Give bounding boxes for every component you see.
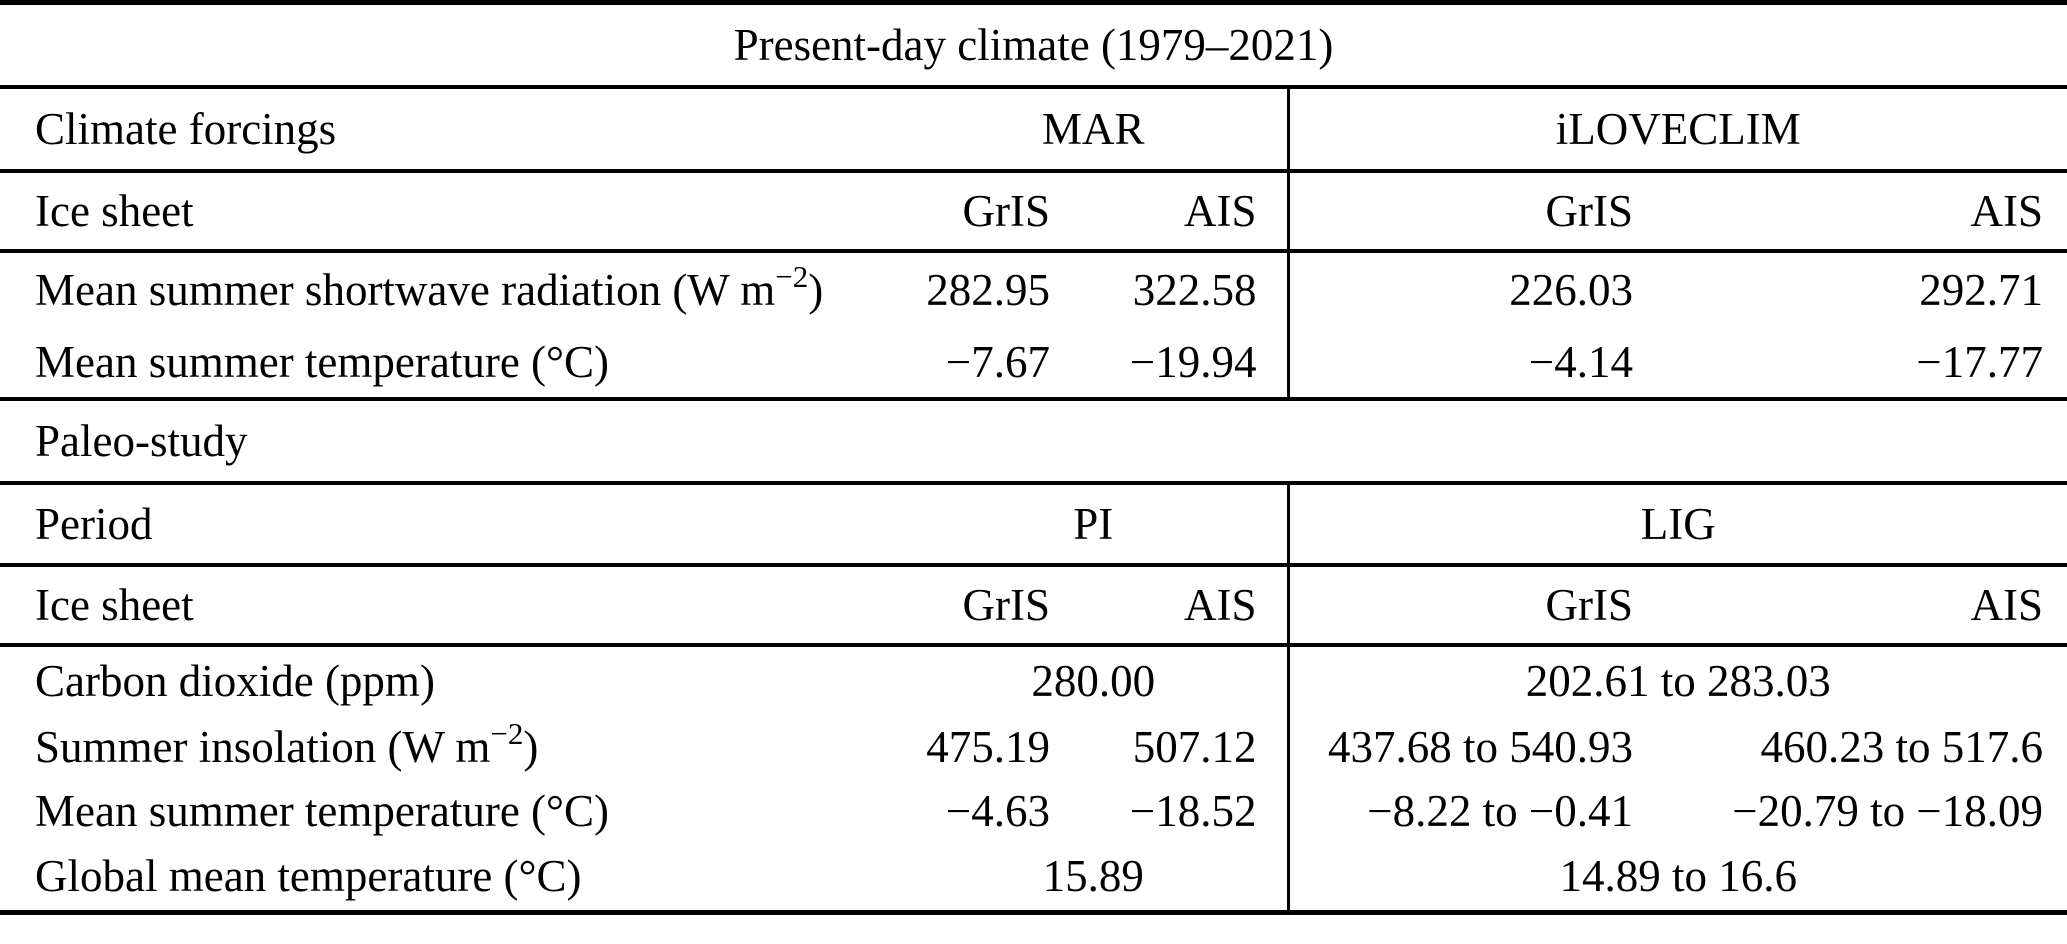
value-cell: −8.22 to −0.41 — [1286, 778, 1663, 843]
label-text: Global mean temperature (°C) — [35, 851, 582, 902]
period-label: Period — [0, 482, 900, 567]
value-cell: −17.77 — [1663, 326, 2067, 401]
paleo-study-row: Paleo-study — [0, 398, 2067, 485]
label-text: Mean summer shortwave radiation (W m — [35, 264, 776, 315]
ice-sheet-label: Ice sheet — [0, 564, 900, 647]
gris-header-mar: GrIS — [900, 170, 1080, 253]
shortwave-radiation-label: Mean summer shortwave radiation (W m−2) — [0, 251, 900, 327]
label-text: Carbon dioxide (ppm) — [35, 655, 435, 706]
period-row: Period PI LIG — [0, 482, 2067, 567]
ais-header-pi: AIS — [1080, 564, 1288, 647]
gris-header-lig: GrIS — [1286, 564, 1663, 647]
label-superscript: −2 — [775, 258, 809, 294]
value-cell: 475.19 — [926, 721, 1050, 772]
value-cell: −4.14 — [1286, 326, 1663, 401]
ice-sheet-header-row-paleo: Ice sheet GrIS AIS GrIS AIS — [0, 564, 2067, 647]
label-text: Summer insolation (W m — [35, 721, 491, 772]
label-superscript: −2 — [490, 715, 524, 751]
gris-header-pi: GrIS — [900, 564, 1080, 647]
ais-header-mar: AIS — [1080, 170, 1288, 253]
summer-insolation-label: Summer insolation (W m−2) — [0, 715, 900, 779]
climate-table: Present-day climate (1979–2021) Climate … — [0, 0, 2067, 915]
summer-insolation-row: Summer insolation (W m−2) 475.19 507.12 … — [0, 714, 2067, 779]
value-cell: 292.71 — [1919, 264, 2043, 315]
summer-temperature-label: Mean summer temperature (°C) — [0, 326, 900, 401]
value-cell: −18.52 — [1129, 785, 1257, 836]
iloveclim-header: iLOVECLIM — [1286, 86, 2067, 173]
ais-header-lig: AIS — [1663, 564, 2067, 647]
paleo-study-label: Paleo-study — [0, 398, 2067, 485]
pi-header: PI — [900, 482, 1288, 567]
value-cell-lig-span: 202.61 to 283.03 — [1286, 644, 2067, 715]
value-cell: −19.94 — [1080, 326, 1288, 401]
label-text: Mean summer temperature (°C) — [35, 785, 610, 836]
value-cell: −20.79 to −18.09 — [1732, 785, 2043, 836]
ice-sheet-label: Ice sheet — [0, 170, 900, 253]
summer-temperature-label: Mean summer temperature (°C) — [0, 779, 900, 843]
value-cell: 226.03 — [1286, 250, 1663, 327]
value-cell: 507.12 — [1132, 721, 1257, 772]
ais-header-iloveclim: AIS — [1663, 170, 2067, 253]
summer-temperature-row-paleo: Mean summer temperature (°C) −4.63 −18.5… — [0, 778, 2067, 843]
value-cell-pi-span: 15.89 — [1042, 851, 1144, 902]
value-cell: 460.23 to 517.6 — [1760, 721, 2043, 772]
value-cell-pi-span: 280.00 — [1031, 655, 1156, 706]
climate-forcings-row: Climate forcings MAR iLOVECLIM — [0, 86, 2067, 173]
value-cell: −4.63 — [945, 785, 1050, 836]
value-cell: 437.68 to 540.93 — [1286, 714, 1663, 779]
gris-header-iloveclim: GrIS — [1286, 170, 1663, 253]
global-mean-temperature-row: Global mean temperature (°C) 15.89 14.89… — [0, 842, 2067, 913]
climate-forcings-label: Climate forcings — [0, 86, 900, 173]
table-title: Present-day climate (1979–2021) — [0, 2, 2067, 89]
carbon-dioxide-row: Carbon dioxide (ppm) 280.00 202.61 to 28… — [0, 644, 2067, 715]
value-cell: −7.67 — [900, 326, 1080, 401]
global-mean-temperature-label: Global mean temperature (°C) — [0, 843, 900, 913]
label-text-end: ) — [808, 264, 824, 315]
mar-header: MAR — [900, 86, 1288, 173]
carbon-dioxide-label: Carbon dioxide (ppm) — [0, 645, 900, 715]
label-text-end: ) — [523, 721, 539, 772]
value-cell: 322.58 — [1132, 264, 1257, 315]
shortwave-radiation-row: Mean summer shortwave radiation (W m−2) … — [0, 250, 2067, 327]
label-text: Mean summer temperature (°C) — [35, 336, 610, 387]
value-cell-lig-span: 14.89 to 16.6 — [1286, 842, 2067, 913]
title-row: Present-day climate (1979–2021) — [0, 2, 2067, 89]
ice-sheet-header-row-present: Ice sheet GrIS AIS GrIS AIS — [0, 170, 2067, 253]
lig-header: LIG — [1286, 482, 2067, 567]
value-cell: 282.95 — [926, 264, 1050, 315]
summer-temperature-row-present: Mean summer temperature (°C) −7.67 −19.9… — [0, 326, 2067, 401]
